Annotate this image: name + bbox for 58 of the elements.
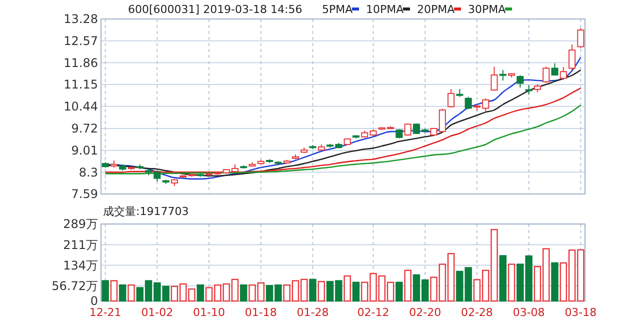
bar	[508, 264, 516, 302]
candlestick	[568, 44, 576, 71]
y-tick-label: 11.86	[64, 56, 98, 70]
candlestick	[464, 96, 472, 110]
bar	[352, 282, 360, 302]
candlestick	[499, 70, 506, 82]
bar	[396, 282, 403, 302]
x-tick-label: 01-02	[141, 306, 174, 319]
y-tick-label: 8.3	[78, 165, 98, 180]
bar	[318, 280, 326, 302]
y-tick-label: 134万	[63, 258, 98, 272]
legend-label: 20PMA	[417, 3, 456, 16]
x-tick-label: 02-20	[409, 306, 442, 319]
y-tick-label: 56.72万	[52, 279, 98, 294]
candlestick	[516, 74, 524, 88]
bar	[196, 284, 204, 302]
y-tick-label: 9.01	[71, 144, 98, 158]
legend-label: 5PMA	[322, 3, 354, 16]
x-tick-label: 02-28	[460, 306, 493, 319]
candlestick	[560, 66, 567, 80]
bar	[404, 270, 412, 302]
bar	[551, 262, 558, 302]
bar	[344, 275, 351, 302]
bar	[309, 278, 316, 302]
candlestick	[490, 66, 498, 92]
x-tick-label: 03-18	[564, 306, 597, 319]
x-tick-label: 02-12	[357, 306, 390, 319]
candlestick	[396, 128, 403, 139]
y-tick-label: 13.28	[64, 12, 98, 26]
y-tick-label: 10.44	[64, 100, 98, 114]
x-tick-label: 01-28	[296, 306, 329, 319]
candlestick	[577, 28, 584, 49]
y-tick-label: 9.72	[71, 122, 98, 136]
chart-title: 成交量:1917703	[103, 205, 189, 218]
bar	[102, 280, 109, 302]
y-tick-label: 11.15	[64, 78, 98, 92]
bar	[499, 255, 507, 302]
y-tick-label: 12.57	[64, 34, 98, 48]
candlestick	[404, 123, 412, 136]
y-tick-label: 7.59	[71, 187, 98, 202]
x-tick-label: 01-18	[244, 306, 277, 319]
legend-label: 30PMA	[468, 3, 506, 16]
candlestick	[551, 62, 558, 76]
bar	[128, 284, 135, 302]
y-tick-label: 289万	[63, 217, 98, 232]
candlestick	[448, 88, 455, 108]
chart-title: 600[600031] 2019-03-18 14:56	[128, 3, 302, 16]
x-tick-label: 01-10	[193, 306, 226, 319]
legend-label: 10PMA	[366, 3, 404, 16]
y-tick-label: 211万	[63, 238, 98, 252]
bar	[240, 284, 248, 302]
candlestick	[525, 84, 532, 96]
y-tick-label: 0	[90, 294, 98, 308]
x-tick-label: 12-21	[89, 306, 122, 319]
x-tick-label: 03-08	[512, 306, 545, 319]
candlestick	[542, 66, 550, 84]
bar	[118, 284, 126, 302]
bar	[110, 280, 118, 302]
